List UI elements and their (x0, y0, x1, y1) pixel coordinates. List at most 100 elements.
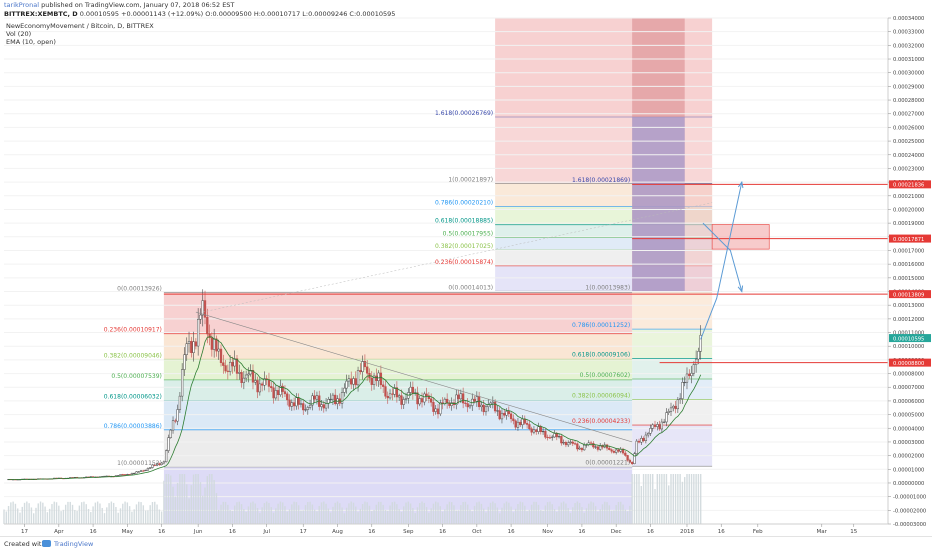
legend-ema[interactable]: EMA (10, open) (6, 38, 56, 46)
volume-bar (594, 506, 597, 524)
candle (176, 409, 179, 422)
volume-bar (286, 511, 288, 524)
fib-zone (632, 116, 685, 292)
volume-bar (302, 510, 304, 524)
volume-bar (569, 513, 572, 524)
volume-bar (380, 501, 382, 524)
volume-bar (553, 509, 556, 524)
volume-bar (382, 504, 384, 524)
volume-bar (414, 513, 416, 524)
candle (123, 474, 127, 476)
candle (411, 386, 415, 394)
candle (194, 341, 198, 347)
candle (551, 436, 554, 438)
fib-level-label: 0.382(0.00009046) (104, 352, 162, 359)
volume-bar (172, 486, 174, 524)
tradingview-brand-link[interactable]: TradingView (54, 540, 94, 548)
volume-bar (249, 502, 252, 524)
candle (662, 421, 666, 423)
candle (416, 392, 419, 405)
candle (626, 455, 629, 461)
volume-bar (307, 502, 309, 524)
volume-bar (636, 474, 638, 524)
fib-zone (632, 399, 713, 426)
volume-bar (357, 512, 359, 524)
volume-bar (681, 481, 684, 524)
volume-bar (53, 501, 55, 524)
candle (352, 378, 355, 385)
volume-bar (99, 503, 101, 524)
candle (409, 386, 412, 393)
target-zone-box (711, 224, 770, 250)
volume-bar (400, 511, 403, 524)
volume-bar (275, 508, 277, 524)
volume-bar (371, 511, 373, 524)
candle (151, 464, 154, 468)
legend-volume[interactable]: Vol (20) (6, 30, 32, 38)
time-tick-label: Nov (542, 529, 553, 535)
fib-level-label: 0.382(0.00017025) (435, 243, 493, 250)
volume-bar (320, 502, 323, 524)
candle (482, 404, 485, 413)
candle (290, 402, 293, 407)
candle (210, 337, 214, 350)
candle (525, 423, 529, 425)
candle (331, 394, 335, 400)
candle (144, 469, 147, 472)
price-tick-label: -0.00002000 (893, 508, 926, 514)
candle (599, 445, 602, 450)
volume-bar (567, 508, 569, 524)
volume-bar (405, 502, 407, 524)
candle (615, 449, 618, 453)
candle (532, 429, 536, 433)
candle (256, 380, 259, 393)
price-tick-label: 0.00005000 (893, 413, 924, 419)
candle (178, 395, 182, 410)
volume-bar (583, 512, 585, 524)
candle (640, 438, 643, 443)
volume-bar (108, 503, 110, 524)
volume-bar (19, 512, 21, 524)
volume-bar (416, 507, 419, 524)
symbol-label[interactable]: BITTREX:XEMBTC, D (4, 10, 78, 18)
volume-bar (359, 508, 362, 524)
legend-pair[interactable]: NewEconomyMovement / Bitcoin, D, BITTREX (6, 22, 154, 30)
tradingview-logo-icon[interactable] (42, 540, 51, 547)
time-tick-label: 16 (647, 529, 654, 535)
candle (420, 398, 424, 403)
candle (299, 403, 303, 405)
candle (498, 410, 501, 420)
author-link[interactable]: tarikPronal (4, 1, 39, 9)
candle (267, 379, 271, 387)
fib-zone (163, 400, 633, 430)
volume-bar (293, 501, 295, 524)
candle (546, 436, 549, 439)
volume-bar (341, 507, 343, 524)
candle (418, 398, 421, 405)
volume-bar (83, 501, 85, 524)
volume-bar (71, 504, 74, 524)
price-tick-label: 0.00013000 (893, 303, 924, 309)
candle (226, 370, 230, 372)
volume-bar (32, 513, 35, 524)
volume-bar (677, 474, 679, 524)
volume-bar (537, 504, 540, 524)
volume-bar (364, 501, 366, 524)
candle (322, 404, 325, 409)
candle (512, 418, 515, 422)
volume-bar (90, 512, 92, 524)
volume-bar (76, 510, 78, 524)
candle (464, 402, 467, 404)
fib-level-label: 0.382(0.00006094) (572, 393, 630, 400)
volume-bar (562, 501, 565, 524)
fib-level-label: 0(0.00013926) (117, 286, 162, 293)
volume-bar (606, 502, 608, 524)
price-tag (889, 334, 931, 343)
volume-bar (439, 506, 441, 524)
volume-bar (620, 501, 622, 524)
volume-bar (503, 503, 505, 524)
candle (404, 397, 408, 400)
volume-bar (684, 477, 686, 524)
price-tick-label: 0.00012000 (893, 317, 924, 323)
